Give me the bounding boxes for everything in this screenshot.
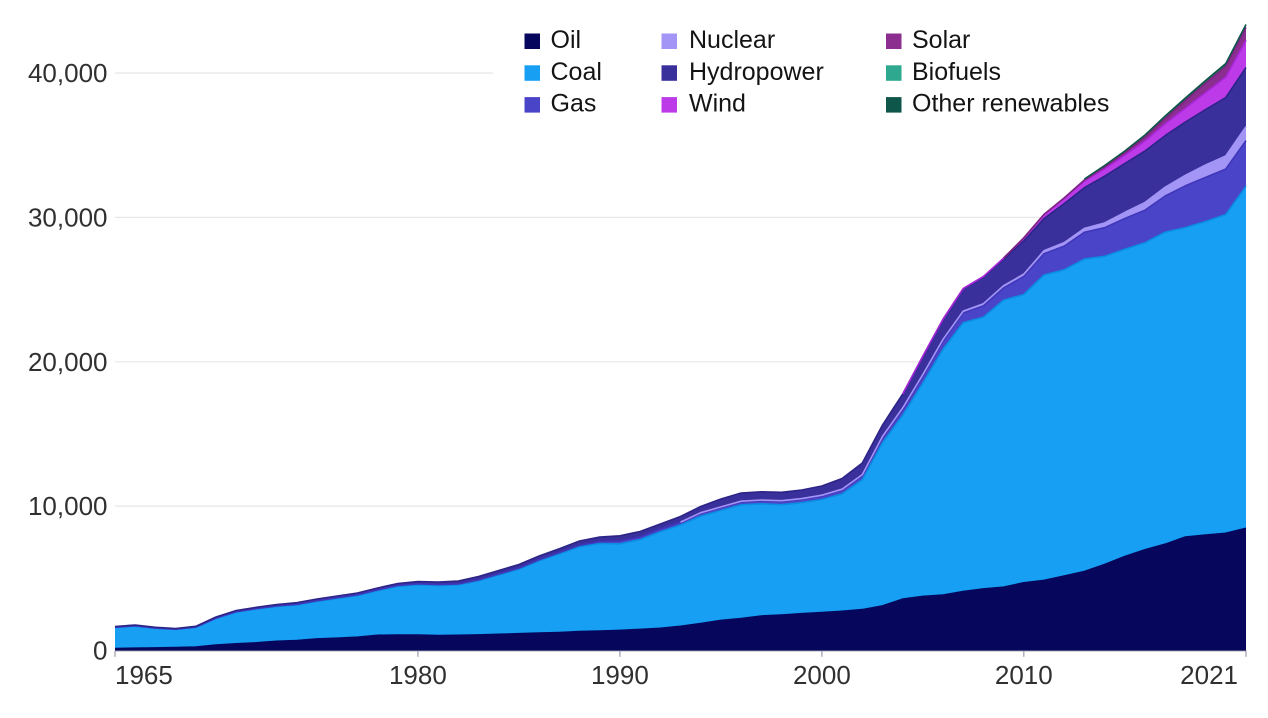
svg-text:2000: 2000 xyxy=(793,660,851,690)
svg-text:0: 0 xyxy=(93,636,107,666)
svg-text:30,000: 30,000 xyxy=(28,202,108,232)
svg-text:Solar: Solar xyxy=(912,26,970,54)
svg-text:2010: 2010 xyxy=(995,660,1053,690)
svg-text:Nuclear: Nuclear xyxy=(689,26,775,54)
svg-text:1965: 1965 xyxy=(115,660,173,690)
svg-text:20,000: 20,000 xyxy=(28,347,108,377)
svg-text:Other renewables: Other renewables xyxy=(912,90,1109,118)
svg-text:Gas: Gas xyxy=(551,90,597,118)
svg-text:Wind: Wind xyxy=(689,90,746,118)
svg-text:1980: 1980 xyxy=(389,660,447,690)
svg-text:40,000: 40,000 xyxy=(28,58,108,88)
svg-text:10,000: 10,000 xyxy=(28,491,108,521)
svg-text:Biofuels: Biofuels xyxy=(912,58,1001,86)
svg-text:Oil: Oil xyxy=(551,26,582,54)
svg-text:Coal: Coal xyxy=(551,58,602,86)
svg-text:1990: 1990 xyxy=(591,660,649,690)
svg-text:Hydropower: Hydropower xyxy=(689,58,824,86)
svg-text:2021: 2021 xyxy=(1180,660,1238,690)
